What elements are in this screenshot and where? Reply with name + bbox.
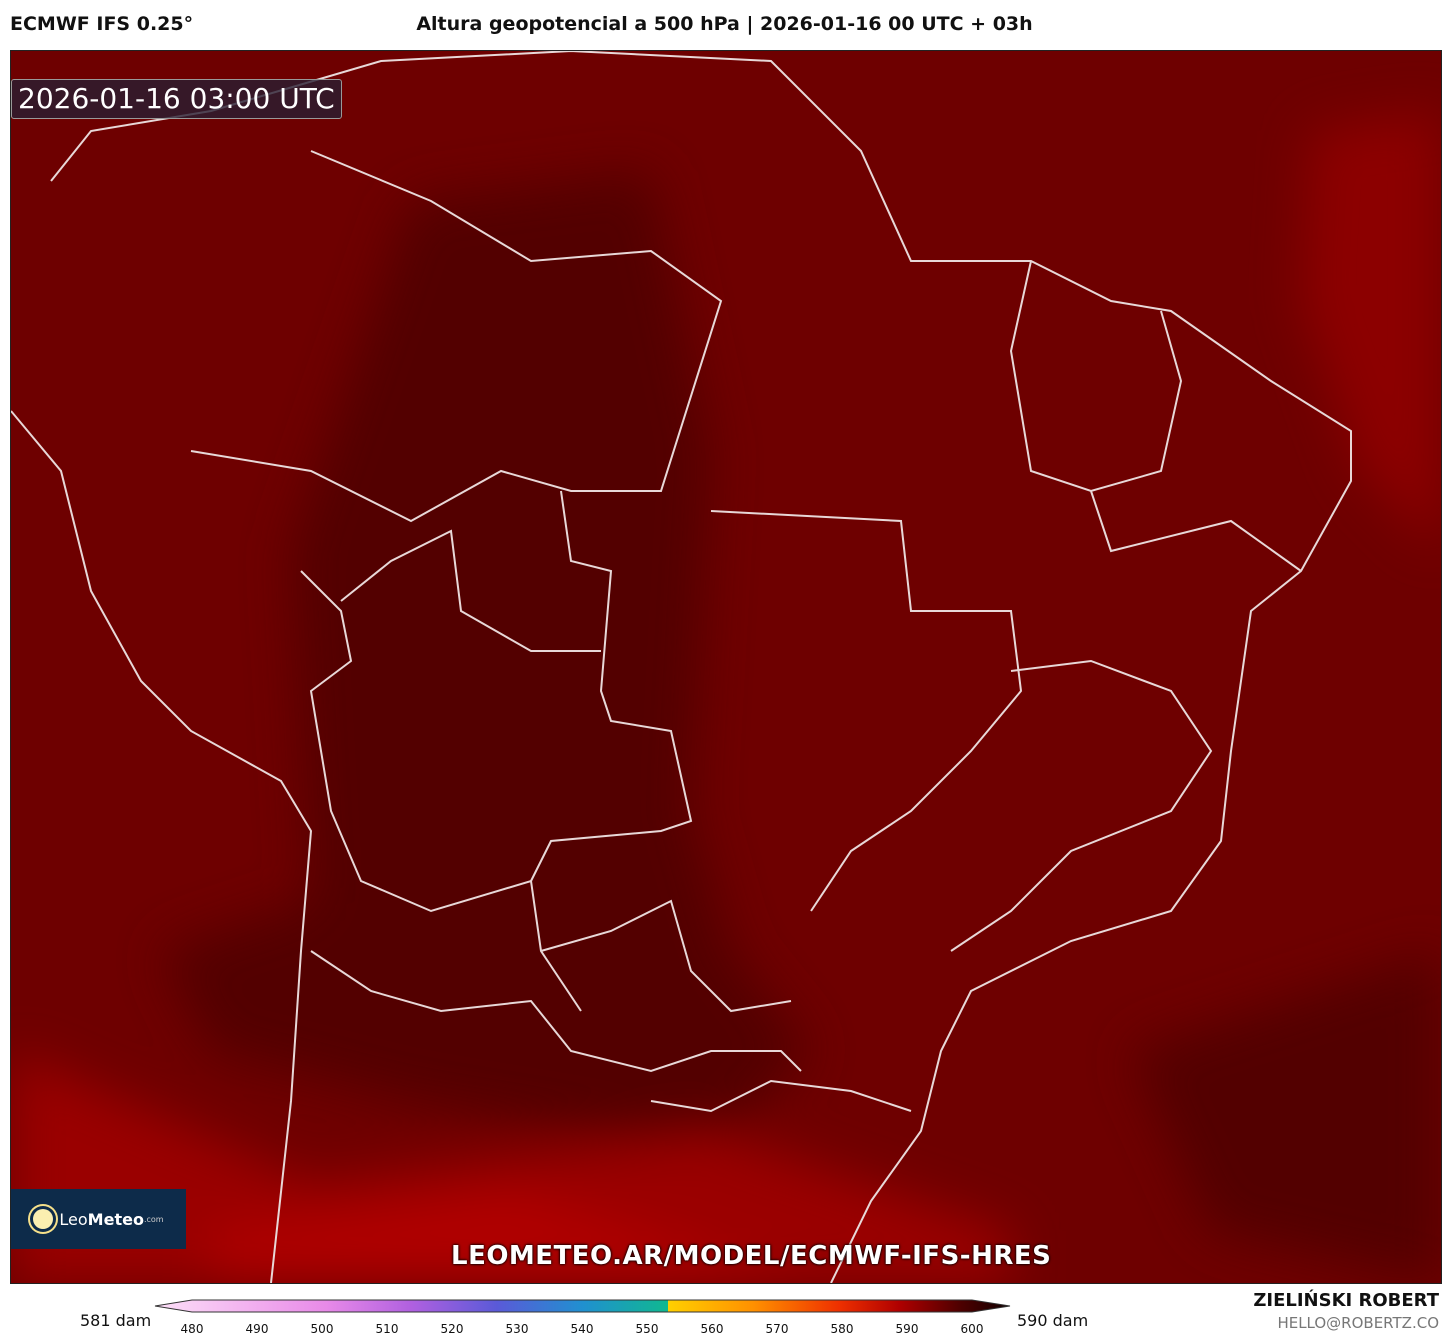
country-borders — [11, 51, 1352, 1283]
state-border-1 — [710, 510, 1023, 912]
west-coastline — [11, 410, 313, 1283]
author-credit: ZIELIŃSKI ROBERT — [1253, 1290, 1439, 1311]
field-low-southeast — [1131, 951, 1441, 1283]
logo-text-leo: Leo — [59, 1209, 88, 1229]
field-low-center — [161, 171, 811, 1151]
colorbar-tick-label: 580 — [830, 1322, 854, 1336]
south-america-coastline — [50, 51, 1352, 1283]
colorbar-max-label: 590 dam — [1017, 1311, 1089, 1330]
colorbar — [154, 1299, 1011, 1313]
southeast-states — [950, 659, 1213, 952]
colorbar-tick-label: 590 — [895, 1322, 919, 1336]
leometeo-logo[interactable]: Leo Meteo .com — [11, 1189, 186, 1249]
colorbar-tick-label: 600 — [960, 1322, 984, 1336]
geopotential-field — [11, 51, 1441, 1283]
colorbar-tick-label: 480 — [180, 1322, 204, 1336]
colorbar-tick-label: 490 — [245, 1322, 269, 1336]
valid-time-label: 2026-01-16 03:00 UTC — [11, 79, 342, 119]
brazil-border — [190, 150, 723, 523]
logo-text-com: .com — [143, 1214, 164, 1224]
colorbar-tick-label: 510 — [375, 1322, 399, 1336]
watermark-url: LEOMETEO.AR/MODEL/ECMWF-IFS-HRES — [451, 1241, 1052, 1271]
author-email: HELLO@ROBERTZ.CO — [1277, 1314, 1439, 1332]
colorbar-tick-label: 570 — [765, 1322, 789, 1336]
field-south-band — [211, 1191, 811, 1283]
map-panel[interactable]: 2026-01-16 03:00 UTC LEOMETEO.AR/MODEL/E… — [10, 50, 1442, 1284]
sun-icon — [33, 1209, 54, 1229]
colorbar-min-label: 581 dam — [80, 1311, 152, 1330]
bolivia-border — [300, 570, 582, 1012]
argentina-border — [310, 950, 802, 1073]
field-high-east — [1301, 111, 1441, 551]
state-border-3 — [340, 529, 601, 652]
colorbar-tick-label: 540 — [570, 1322, 594, 1336]
state-border-2 — [530, 490, 693, 882]
logo-text-meteo: Meteo — [87, 1209, 144, 1229]
colorbar-tick-label: 530 — [505, 1322, 529, 1336]
paraguay-border — [540, 899, 792, 1013]
colorbar-tick-label: 520 — [440, 1322, 464, 1336]
model-name: ECMWF IFS 0.25° — [10, 13, 194, 35]
colorbar-gradient — [154, 1299, 1011, 1313]
colorbar-tick-label: 560 — [700, 1322, 724, 1336]
northeast-states — [1009, 260, 1302, 572]
colorbar-tick-label: 500 — [310, 1322, 334, 1336]
chart-title: Altura geopotencial a 500 hPa | 2026-01-… — [416, 13, 1033, 35]
colorbar-tick-label: 550 — [635, 1322, 659, 1336]
uruguay-border — [650, 1079, 912, 1113]
